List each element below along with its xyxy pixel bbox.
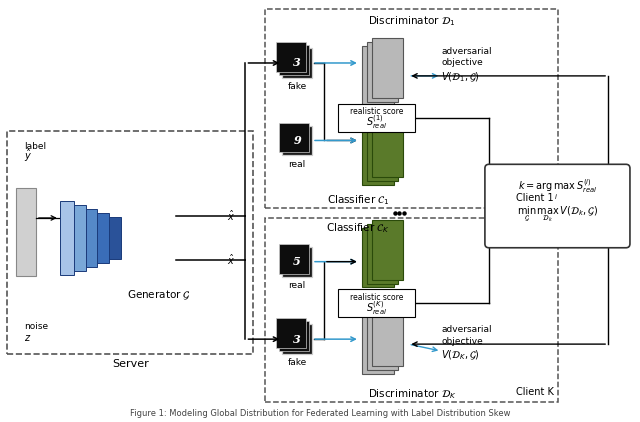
Bar <box>367 42 399 102</box>
Text: fake: fake <box>287 359 307 368</box>
Text: fake: fake <box>287 82 307 91</box>
Text: Discriminator $\mathcal{D}_1$: Discriminator $\mathcal{D}_1$ <box>368 14 456 28</box>
Text: label: label <box>24 142 46 151</box>
Text: 5: 5 <box>293 256 301 267</box>
Text: $S_{real}^{(K)}$: $S_{real}^{(K)}$ <box>366 300 387 317</box>
Text: $V(\mathcal{D}_K,\mathcal{G})$: $V(\mathcal{D}_K,\mathcal{G})$ <box>441 348 480 362</box>
Text: objective: objective <box>441 59 483 68</box>
Text: $z$: $z$ <box>24 333 31 343</box>
Text: adversarial: adversarial <box>441 325 492 334</box>
Text: Figure 1: Modeling Global Distribution for Federated Learning with Label Distrib: Figure 1: Modeling Global Distribution f… <box>130 409 510 418</box>
Text: Discriminator $\mathcal{D}_K$: Discriminator $\mathcal{D}_K$ <box>367 387 456 400</box>
Bar <box>372 38 403 98</box>
Text: Classifier $\mathcal{C}_1$: Classifier $\mathcal{C}_1$ <box>327 193 390 207</box>
Text: Classifier $\mathcal{C}_K$: Classifier $\mathcal{C}_K$ <box>326 221 390 235</box>
Text: realistic score: realistic score <box>350 107 403 116</box>
Bar <box>362 314 394 374</box>
Bar <box>276 42 306 72</box>
Bar <box>68 205 86 271</box>
Bar <box>84 213 109 262</box>
Bar <box>338 289 415 317</box>
Bar <box>7 130 253 354</box>
Text: noise: noise <box>24 322 48 331</box>
Bar <box>266 9 559 208</box>
Text: $S_{real}^{(1)}$: $S_{real}^{(1)}$ <box>366 114 387 132</box>
Text: $\hat{y}$: $\hat{y}$ <box>24 148 32 165</box>
Text: Client K: Client K <box>516 387 554 397</box>
Text: realistic score: realistic score <box>350 293 403 302</box>
Bar <box>76 209 97 267</box>
Text: Client 1: Client 1 <box>516 193 554 203</box>
Bar <box>279 244 309 273</box>
Text: 3: 3 <box>293 57 301 68</box>
Bar <box>282 126 312 155</box>
Bar <box>279 45 309 75</box>
Bar <box>92 217 122 259</box>
Bar <box>367 310 399 370</box>
Bar <box>372 220 403 279</box>
Bar <box>367 122 399 181</box>
Text: $\hat{x}$: $\hat{x}$ <box>227 253 235 267</box>
Text: $k = \underset{i}{\arg\max}\, S_{real}^{(i)}$: $k = \underset{i}{\arg\max}\, S_{real}^{… <box>518 178 597 202</box>
Bar <box>279 321 309 351</box>
Text: $\hat{x}$: $\hat{x}$ <box>227 209 235 223</box>
Bar <box>276 318 306 348</box>
Bar <box>16 188 36 276</box>
Text: real: real <box>289 160 306 169</box>
Bar <box>60 201 74 275</box>
Bar <box>372 306 403 366</box>
Bar <box>266 218 559 402</box>
Bar <box>362 228 394 287</box>
Bar <box>367 224 399 284</box>
Text: objective: objective <box>441 337 483 346</box>
Text: 3: 3 <box>293 334 301 345</box>
Bar <box>279 122 309 152</box>
Bar <box>282 48 312 78</box>
Bar <box>338 104 415 132</box>
Text: Server: Server <box>112 359 148 369</box>
Bar <box>282 247 312 276</box>
Bar <box>282 324 312 354</box>
Text: 9: 9 <box>293 135 301 146</box>
Text: Generator $\mathcal{G}$: Generator $\mathcal{G}$ <box>127 289 191 302</box>
Text: $V(\mathcal{D}_1,\mathcal{G})$: $V(\mathcal{D}_1,\mathcal{G})$ <box>441 70 480 84</box>
Text: $\underset{\mathcal{G}}{\min}\,\underset{\mathcal{D}_k}{\max}\, V(\mathcal{D}_k,: $\underset{\mathcal{G}}{\min}\,\underset… <box>517 204 598 224</box>
Text: real: real <box>289 281 306 290</box>
Bar <box>362 46 394 106</box>
Bar <box>362 126 394 185</box>
Bar <box>372 118 403 177</box>
FancyBboxPatch shape <box>485 164 630 248</box>
Text: adversarial: adversarial <box>441 46 492 56</box>
